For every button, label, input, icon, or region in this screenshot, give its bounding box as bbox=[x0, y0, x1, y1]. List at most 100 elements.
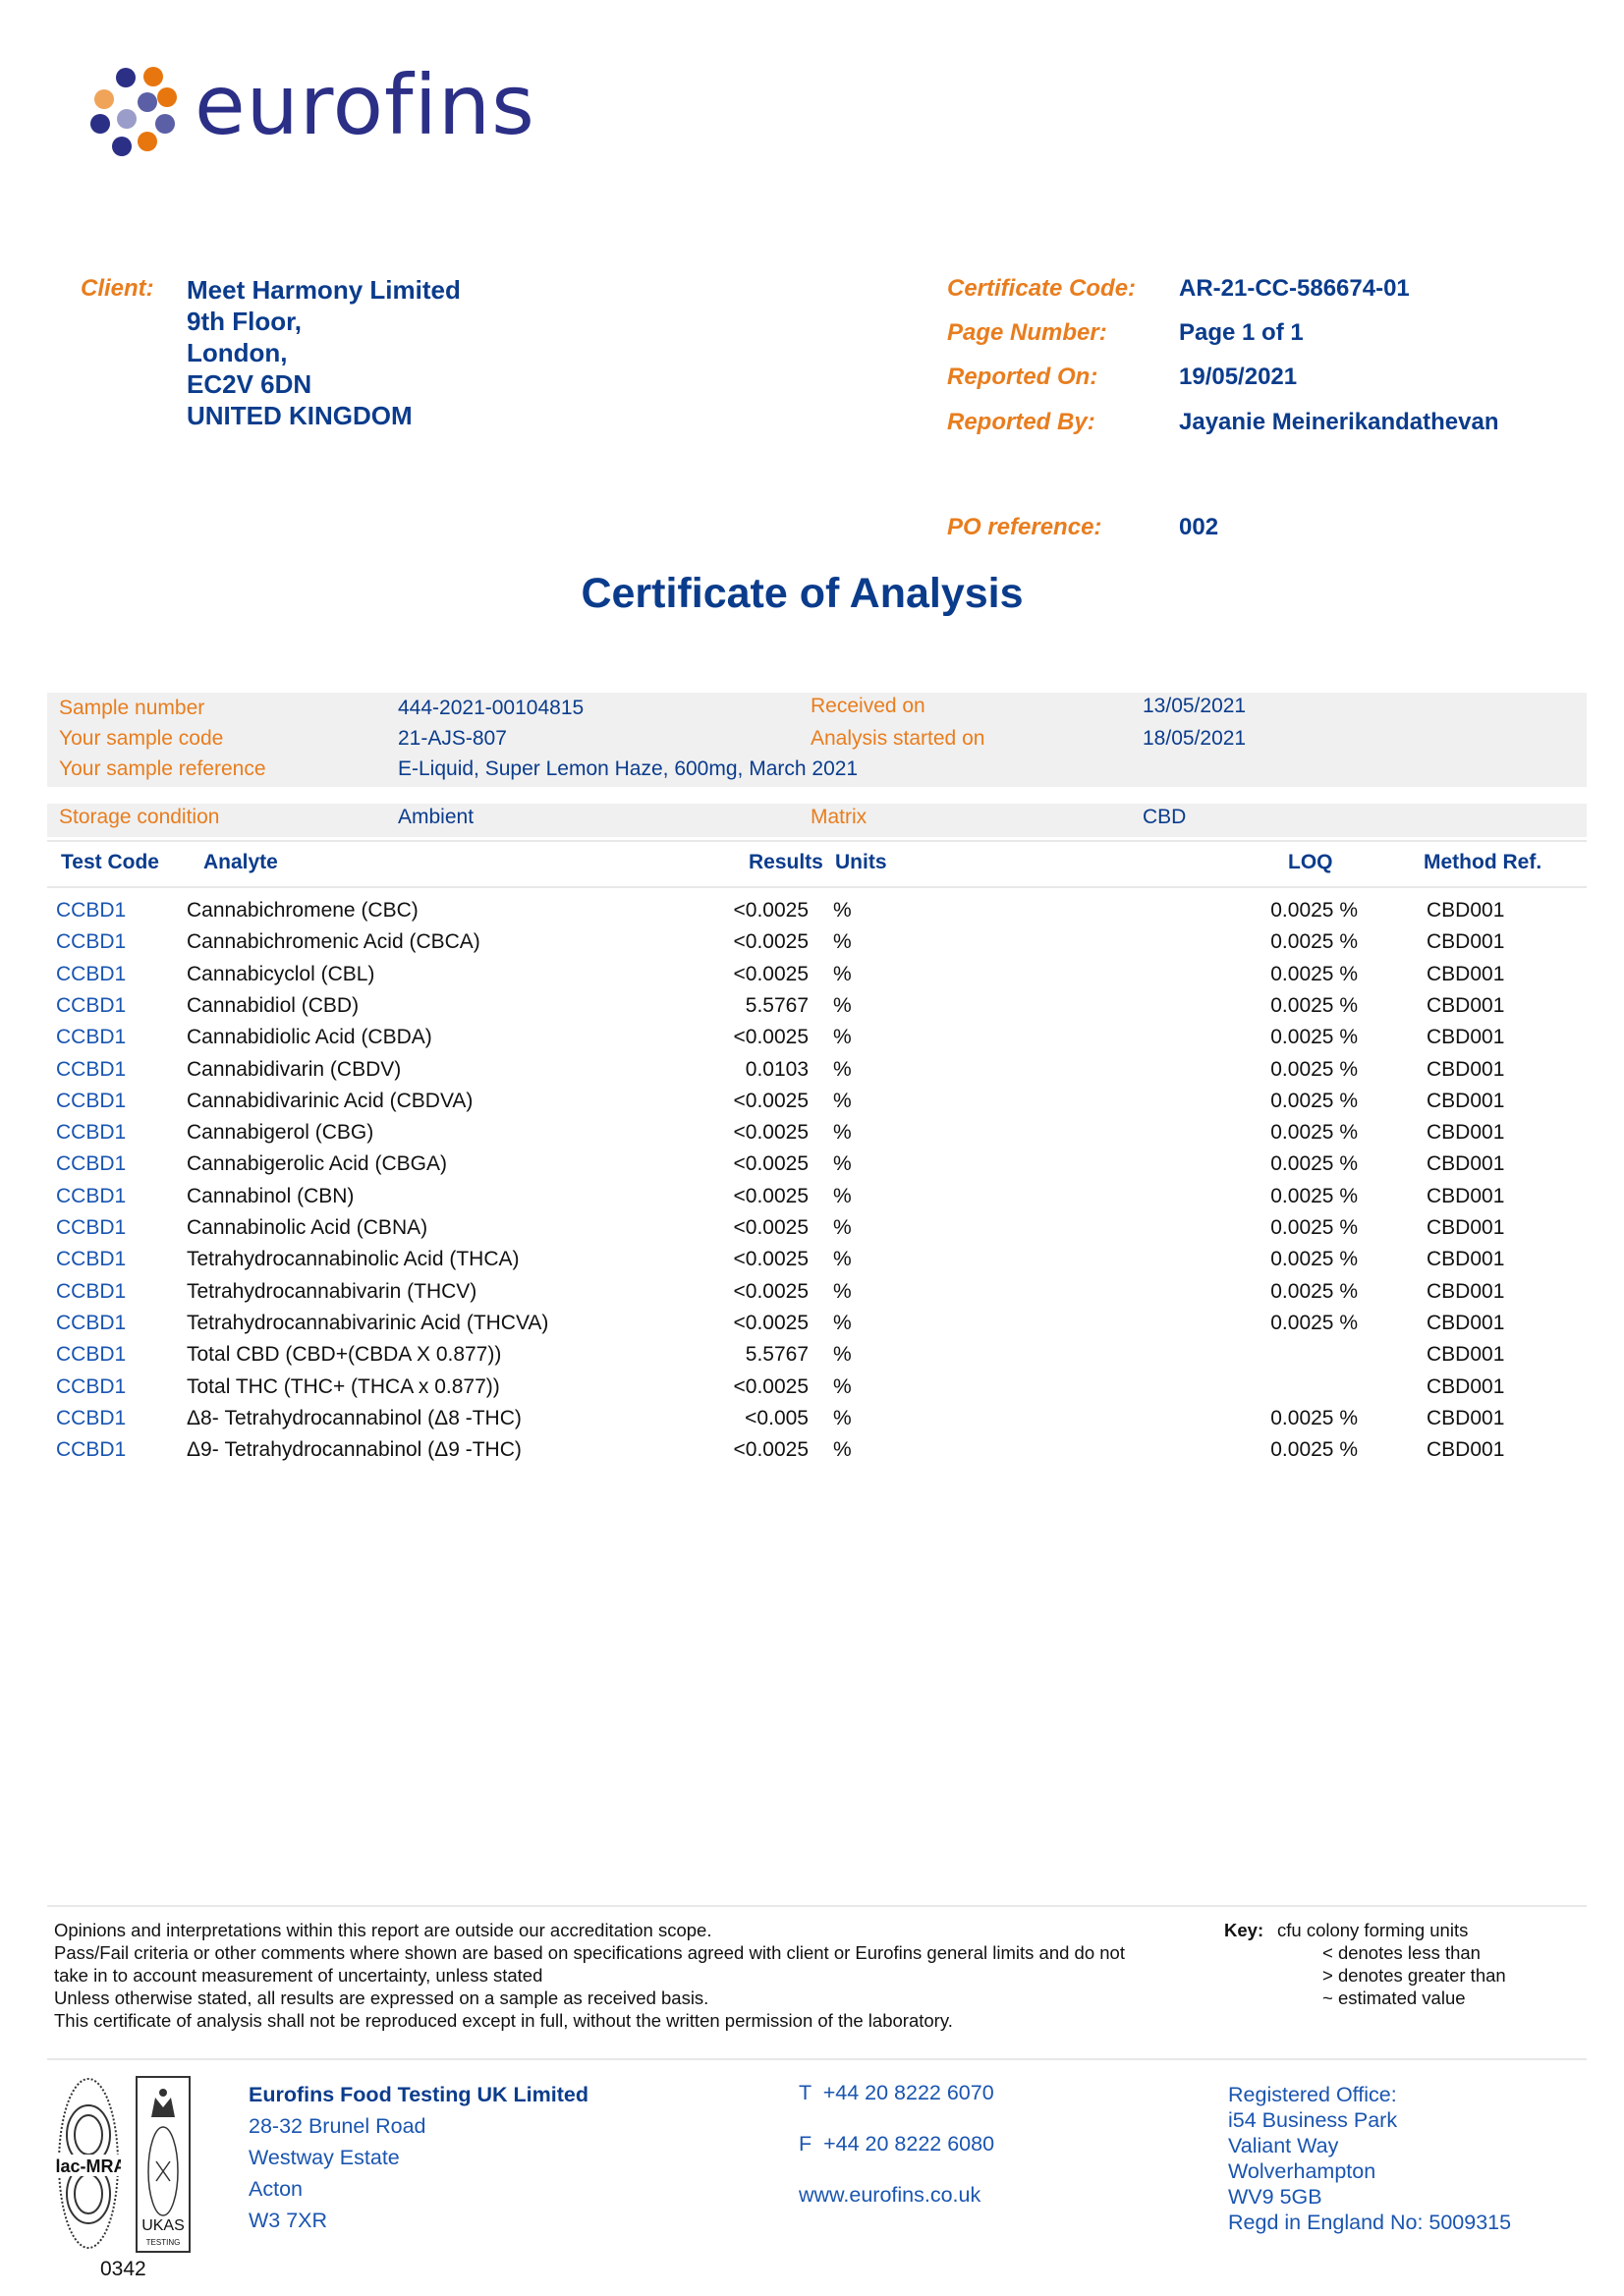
notes: Opinions and interpretations within this… bbox=[54, 1920, 1125, 2031]
test-code: CCBD1 bbox=[56, 1057, 127, 1081]
accreditation-number: 0342 bbox=[100, 2258, 146, 2280]
result: <0.0025 bbox=[733, 1216, 810, 1239]
sample-number: 444-2021-00104815 bbox=[398, 697, 585, 719]
key-item: cfu colony forming units bbox=[1277, 1920, 1469, 1940]
method-ref: CBD001 bbox=[1427, 1438, 1505, 1462]
page-number: Page 1 of 1 bbox=[1179, 319, 1304, 346]
analysis-started-label: Analysis started on bbox=[811, 727, 985, 750]
test-code: CCBD1 bbox=[56, 1406, 127, 1429]
analyte: Cannabichromenic Acid (CBCA) bbox=[187, 930, 480, 954]
loq: 0.0025 % bbox=[1270, 993, 1358, 1017]
ilac-mra-logo: ilac-MRA bbox=[50, 2076, 127, 2251]
key-item: < denotes less than bbox=[1322, 1942, 1481, 1963]
units: % bbox=[833, 1279, 852, 1303]
method-ref: CBD001 bbox=[1427, 930, 1505, 954]
analyte: Total THC (THC+ (THCA x 0.877)) bbox=[187, 1374, 500, 1398]
sample-reference: E-Liquid, Super Lemon Haze, 600mg, March… bbox=[398, 757, 859, 780]
ukas-logo: UKAS TESTING bbox=[136, 2076, 191, 2253]
test-code: CCBD1 bbox=[56, 962, 127, 985]
table-row: CCBD1 Δ8- Tetrahydrocannabinol (Δ8 -THC) <… bbox=[0, 1407, 1624, 1438]
table-row: CCBD1 Cannabidivarin (CBDV) 0.0103% 0.0025 … bbox=[0, 1058, 1624, 1090]
loq: 0.0025 % bbox=[1270, 1311, 1358, 1334]
method-ref: CBD001 bbox=[1427, 962, 1505, 985]
reported-on: 19/05/2021 bbox=[1179, 364, 1298, 390]
units: % bbox=[833, 930, 852, 954]
matrix-label: Matrix bbox=[811, 806, 868, 828]
logo-dots-icon bbox=[90, 67, 177, 156]
fax-number: F +44 20 8222 6080 bbox=[799, 2132, 995, 2156]
loq: 0.0025 % bbox=[1270, 930, 1358, 954]
header-units: Units bbox=[835, 851, 887, 873]
registered-office: Registered Office: i54 Business Park Val… bbox=[1228, 2083, 1512, 2234]
test-code: CCBD1 bbox=[56, 1184, 127, 1207]
test-code: CCBD1 bbox=[56, 1438, 127, 1462]
client-label: Client: bbox=[81, 275, 154, 302]
loq: 0.0025 % bbox=[1270, 962, 1358, 985]
loq: 0.0025 % bbox=[1270, 1248, 1358, 1271]
client-address: Meet Harmony Limited 9th Floor, London, … bbox=[187, 275, 461, 430]
analysis-started: 18/05/2021 bbox=[1143, 727, 1247, 750]
method-ref: CBD001 bbox=[1427, 1343, 1505, 1367]
units: % bbox=[833, 1152, 852, 1176]
loq: 0.0025 % bbox=[1270, 1057, 1358, 1081]
units: % bbox=[833, 1216, 852, 1239]
loq: 0.0025 % bbox=[1270, 1406, 1358, 1429]
method-ref: CBD001 bbox=[1427, 1026, 1505, 1049]
test-code: CCBD1 bbox=[56, 930, 127, 954]
po-reference: 002 bbox=[1179, 514, 1219, 540]
loq: 0.0025 % bbox=[1270, 1216, 1358, 1239]
method-ref: CBD001 bbox=[1427, 1121, 1505, 1145]
test-code: CCBD1 bbox=[56, 1089, 127, 1112]
test-code: CCBD1 bbox=[56, 1311, 127, 1334]
result: <0.0025 bbox=[733, 1026, 810, 1049]
sample-code: 21-AJS-807 bbox=[398, 727, 507, 750]
loq: 0.0025 % bbox=[1270, 1121, 1358, 1145]
certificate-code: AR-21-CC-586674-01 bbox=[1179, 275, 1410, 302]
result: <0.0025 bbox=[733, 1184, 810, 1207]
analyte: Cannabidivarin (CBDV) bbox=[187, 1057, 402, 1081]
sample-number-label: Sample number bbox=[59, 697, 205, 719]
svg-text:TESTING: TESTING bbox=[146, 2238, 181, 2247]
analyte: Cannabichromene (CBC) bbox=[187, 899, 419, 922]
method-ref: CBD001 bbox=[1427, 1406, 1505, 1429]
test-code: CCBD1 bbox=[56, 1216, 127, 1239]
reported-by: Jayanie Meinerikandathevan bbox=[1179, 409, 1499, 435]
key-item: > denotes greater than bbox=[1322, 1965, 1506, 1986]
analyte: Cannabidiol (CBD) bbox=[187, 993, 360, 1017]
website-link[interactable]: www.eurofins.co.uk bbox=[799, 2183, 981, 2207]
units: % bbox=[833, 993, 852, 1017]
result: <0.0025 bbox=[733, 962, 810, 985]
table-row: CCBD1 Total THC (THC+ (THCA x 0.877)) <0.0… bbox=[0, 1375, 1624, 1407]
key-label: Key: bbox=[1224, 1920, 1264, 1940]
phone-number: T +44 20 8222 6070 bbox=[799, 2081, 994, 2104]
analyte: Δ9- Tetrahydrocannabinol (Δ9 -THC) bbox=[187, 1438, 522, 1462]
received-on-label: Received on bbox=[811, 695, 925, 717]
method-ref: CBD001 bbox=[1427, 1089, 1505, 1112]
units: % bbox=[833, 1343, 852, 1367]
header-results: Results bbox=[749, 851, 823, 873]
storage-box bbox=[47, 804, 1587, 837]
divider bbox=[47, 886, 1587, 888]
units: % bbox=[833, 962, 852, 985]
result: <0.0025 bbox=[733, 1121, 810, 1145]
analyte: Cannabigerol (CBG) bbox=[187, 1121, 374, 1145]
result: <0.0025 bbox=[733, 1438, 810, 1462]
received-on: 13/05/2021 bbox=[1143, 695, 1247, 717]
result: <0.0025 bbox=[733, 1152, 810, 1176]
header-loq: LOQ bbox=[1288, 851, 1333, 873]
table-row: CCBD1 Total CBD (CBD+(CBDA X 0.877)) 5.576… bbox=[0, 1343, 1624, 1374]
key-item: ~ estimated value bbox=[1322, 1988, 1466, 2008]
page-title: Certificate of Analysis bbox=[581, 570, 1024, 617]
test-code: CCBD1 bbox=[56, 1374, 127, 1398]
test-code: CCBD1 bbox=[56, 993, 127, 1017]
result: <0.0025 bbox=[733, 1248, 810, 1271]
analyte: Cannabicyclol (CBL) bbox=[187, 962, 375, 985]
loq: 0.0025 % bbox=[1270, 899, 1358, 922]
result: <0.0025 bbox=[733, 930, 810, 954]
test-code: CCBD1 bbox=[56, 1026, 127, 1049]
analyte: Cannabigerolic Acid (CBGA) bbox=[187, 1152, 447, 1176]
units: % bbox=[833, 1248, 852, 1271]
method-ref: CBD001 bbox=[1427, 1152, 1505, 1176]
loq: 0.0025 % bbox=[1270, 1026, 1358, 1049]
storage-label: Storage condition bbox=[59, 806, 220, 828]
